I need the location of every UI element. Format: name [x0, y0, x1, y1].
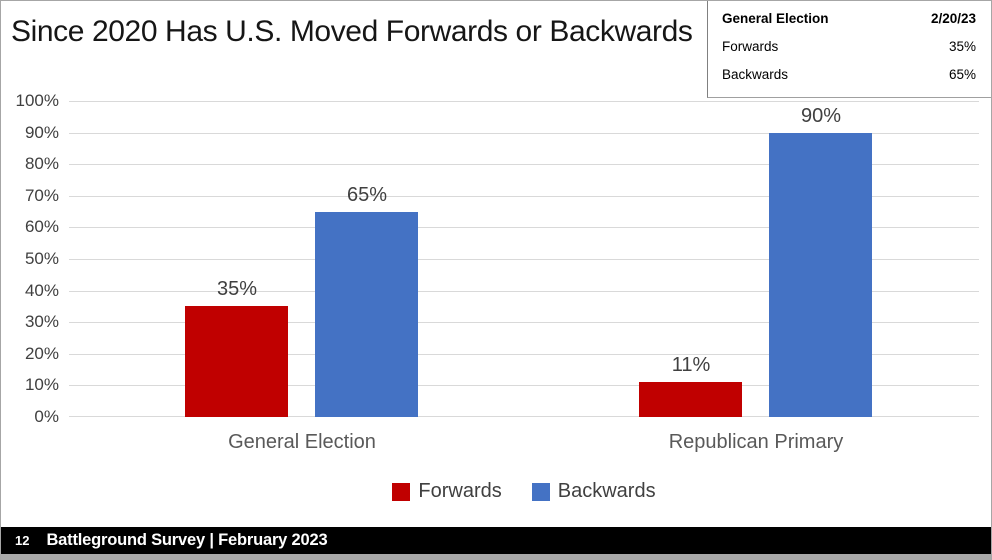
- bar-backwards-1: [769, 133, 872, 417]
- y-tick-10%: 10%: [24, 375, 59, 394]
- summary-row-value: 35%: [948, 39, 976, 54]
- chart-legend: Forwards Backwards: [69, 480, 979, 503]
- bar-value-label-forwards-1: 11%: [671, 354, 711, 376]
- summary-row-label: Backwards: [722, 67, 789, 82]
- legend-swatch-backwards-icon: [531, 482, 550, 501]
- summary-header-value: 2/20/23: [930, 11, 976, 26]
- y-tick-80%: 80%: [24, 154, 59, 173]
- bottom-strip: [1, 554, 991, 560]
- gridline-100%: [69, 101, 979, 102]
- bar-value-label-backwards-0: 65%: [346, 184, 388, 206]
- legend-label-forwards: Forwards: [418, 480, 502, 502]
- bar-forwards-0: [185, 306, 288, 417]
- page-number: 12: [15, 533, 30, 548]
- plot-area: General Election Republican Primary 35% 1…: [69, 101, 979, 453]
- gridline-40%: [69, 291, 979, 292]
- footer-text: Battleground Survey | February 2023: [46, 531, 328, 549]
- y-tick-70%: 70%: [24, 186, 59, 205]
- legend-item-forwards: Forwards: [392, 480, 502, 503]
- page-title: Since 2020 Has U.S. Moved Forwards or Ba…: [11, 15, 693, 48]
- legend-item-backwards: Backwards: [531, 480, 656, 503]
- x-axis-label-general-election: General Election: [228, 431, 376, 453]
- summary-row-header: General Election 2/20/23: [722, 11, 976, 26]
- y-tick-20%: 20%: [24, 344, 59, 363]
- summary-row-forwards: Forwards 35%: [722, 39, 976, 54]
- gridline-30%: [69, 322, 979, 323]
- gridline-20%: [69, 354, 979, 355]
- legend-swatch-forwards-icon: [392, 482, 411, 501]
- bar-backwards-0: [315, 212, 418, 417]
- summary-row-label: Forwards: [722, 39, 779, 54]
- y-tick-0%: 0%: [34, 407, 59, 426]
- gridline-0%: [69, 416, 979, 417]
- x-axis-label-republican-primary: Republican Primary: [668, 431, 844, 453]
- y-axis: 0% 10% 20% 30% 40% 50% 60% 70% 80% 90% 100%: [1, 1, 69, 441]
- gridline-80%: [69, 164, 979, 165]
- y-tick-100%: 100%: [15, 91, 59, 110]
- legend-label-backwards: Backwards: [557, 480, 656, 502]
- y-tick-90%: 90%: [24, 123, 59, 142]
- summary-row-value: 65%: [948, 67, 976, 82]
- gridline-10%: [69, 385, 979, 386]
- gridline-60%: [69, 227, 979, 228]
- bar-forwards-1: [639, 382, 742, 417]
- summary-header-label: General Election: [722, 11, 829, 26]
- bar-value-label-forwards-0: 35%: [216, 278, 258, 300]
- summary-row-backwards: Backwards 65%: [722, 67, 976, 82]
- gridline-90%: [69, 133, 979, 134]
- y-tick-40%: 40%: [24, 281, 59, 300]
- gridline-70%: [69, 196, 979, 197]
- y-tick-60%: 60%: [24, 217, 59, 236]
- y-tick-50%: 50%: [24, 249, 59, 268]
- gridline-50%: [69, 259, 979, 260]
- y-tick-30%: 30%: [24, 312, 59, 331]
- footer-bar: 12 Battleground Survey | February 2023: [1, 527, 991, 554]
- bar-value-label-backwards-1: 90%: [800, 105, 842, 127]
- summary-table: General Election 2/20/23 Forwards 35% Ba…: [707, 1, 991, 98]
